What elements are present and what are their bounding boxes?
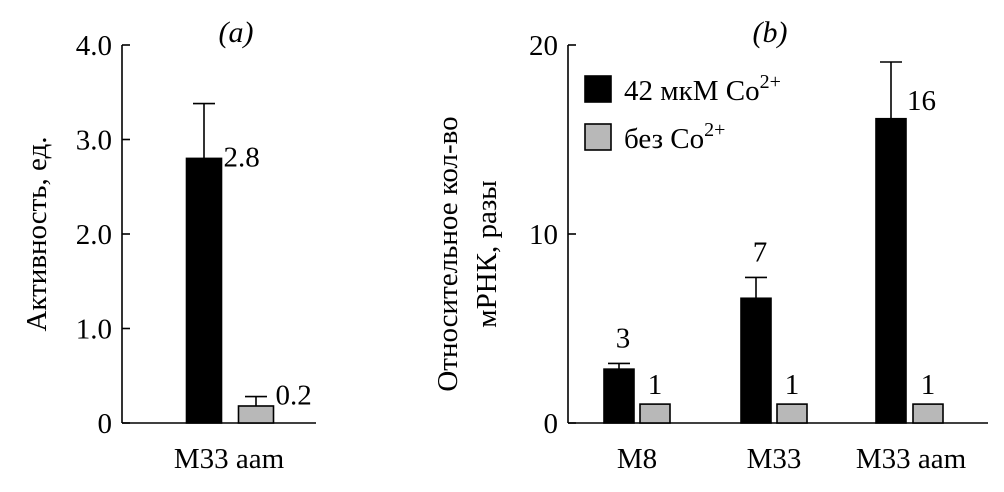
panel-a: 0 1.0 2.0 3.0 4.0 Активность, ед. (a) 2.8 0.2 M33… <box>21 16 316 475</box>
legend-label-superscript: 2+ <box>760 71 781 93</box>
panel-b: 0 10 20 Относительное кол-во мРНК, разы (b) 42… <box>432 16 988 475</box>
panel-tag-b: (b) <box>753 16 788 49</box>
y-tick-label: 1.0 <box>76 314 112 346</box>
bar-value-label: 3 <box>616 322 631 354</box>
bar-value-label: 7 <box>753 236 768 268</box>
legend-label-text: 42 мкМ Co <box>624 75 760 107</box>
bar-series-0-M33-aam <box>875 117 907 424</box>
bar-series-1-M33-aam <box>912 403 944 424</box>
bar-series-1-M33 <box>776 403 808 424</box>
y-tick-label: 0 <box>98 408 113 440</box>
legend-label: 42 мкМ Co2+ <box>624 71 781 107</box>
y-tick-label: 3.0 <box>76 125 112 157</box>
legend-label-text: без Co <box>624 123 704 155</box>
bar-value-label: 1 <box>785 369 800 401</box>
bar-series-1-M33-aam <box>237 405 275 424</box>
bar-series-0-M33 <box>740 297 772 424</box>
x-category-label: M8 <box>617 443 657 475</box>
legend-label: без Co2+ <box>624 119 725 155</box>
bar-series-0-M8 <box>603 368 635 424</box>
bar-value-label: 16 <box>907 85 936 117</box>
y-axis-title-line-2: мРНК, разы <box>471 180 503 328</box>
bar-value-label: 0.2 <box>276 380 312 412</box>
y-tick-label: 0 <box>544 408 559 440</box>
legend-swatch <box>584 75 612 103</box>
y-tick-label: 10 <box>529 219 558 251</box>
y-tick-label: 4.0 <box>76 30 112 62</box>
y-tick-label: 2.0 <box>76 219 112 251</box>
legend-label-superscript: 2+ <box>704 119 725 141</box>
x-category-label: M33 aam <box>174 443 285 475</box>
bar-value-label: 1 <box>921 369 936 401</box>
y-axis-title-line-1: Относительное кол-во <box>432 116 464 391</box>
legend: 42 мкМ Co2+без Co2+ <box>584 71 781 155</box>
bar-series-0-M33-aam <box>185 157 223 424</box>
bar-value-label: 1 <box>648 369 663 401</box>
x-category-label: M33 <box>747 443 802 475</box>
y-axis-title: Активность, ед. <box>21 136 53 331</box>
x-category-label: M33 aam <box>856 443 967 475</box>
bar-value-label: 2.8 <box>224 141 260 173</box>
bar-series-1-M8 <box>639 403 671 424</box>
panel-tag-a: (a) <box>219 16 254 49</box>
legend-swatch <box>584 123 612 151</box>
y-tick-label: 20 <box>529 30 558 62</box>
